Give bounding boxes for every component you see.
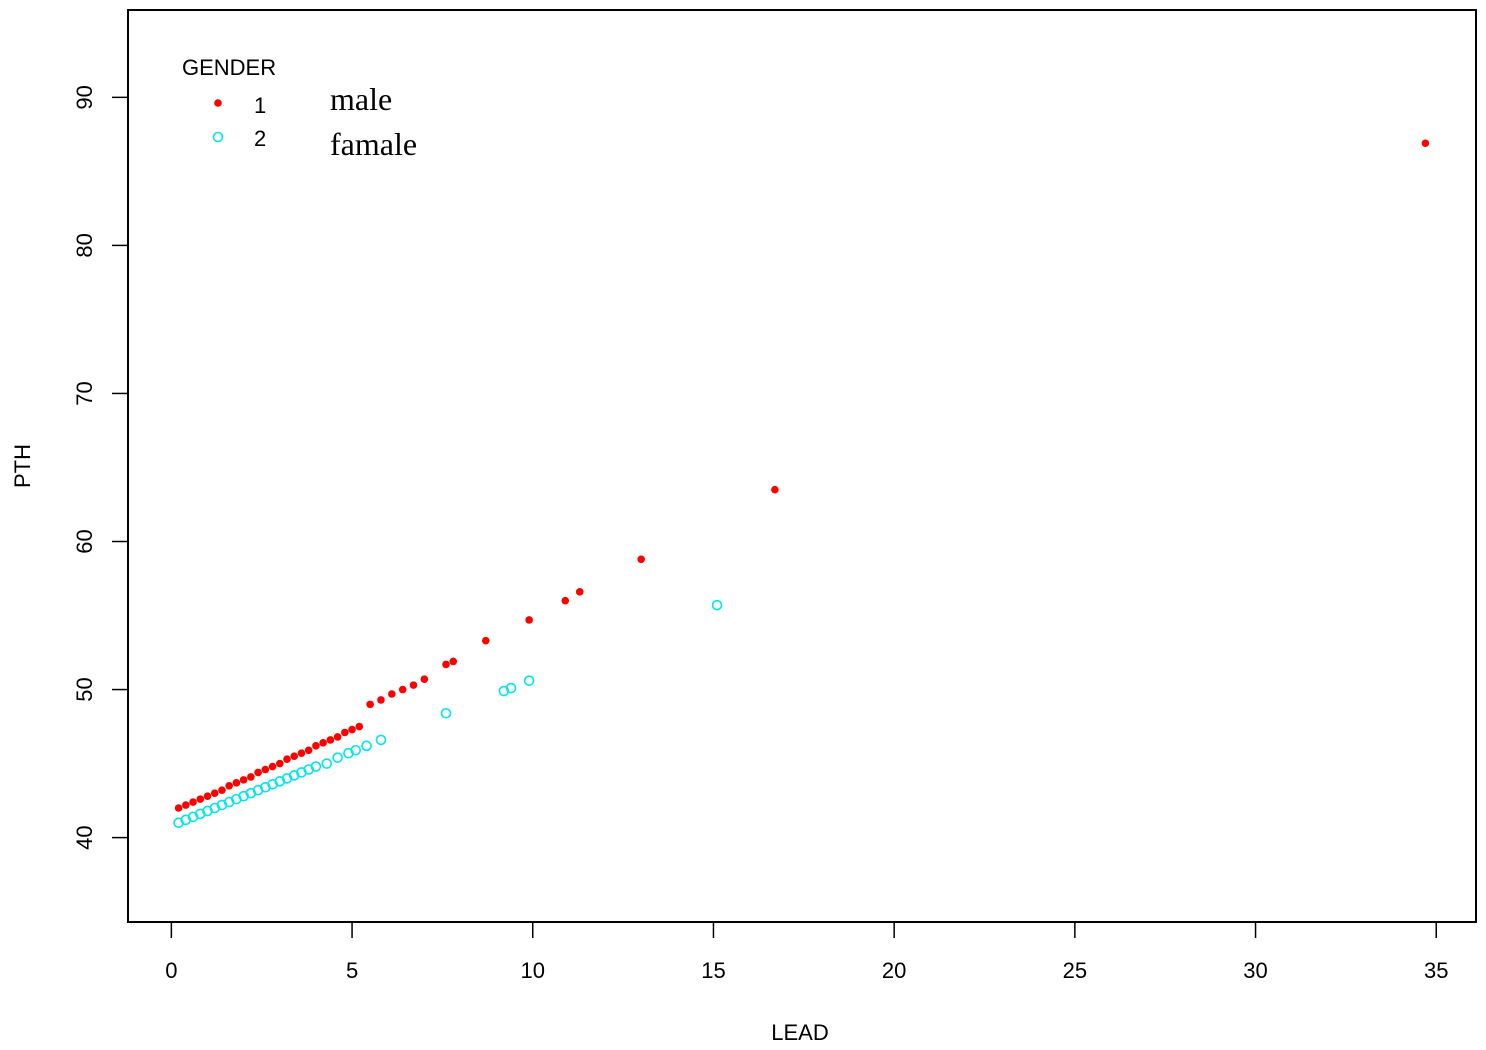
point-series-1 <box>239 776 248 784</box>
point-series-1 <box>297 749 306 758</box>
x-tick-label: 20 <box>882 958 906 983</box>
point-series-1 <box>174 804 183 812</box>
point-series-1 <box>247 773 255 781</box>
x-axis: 0 5 10 15 20 25 30 35 <box>165 921 1448 983</box>
legend-label-female: famale <box>330 126 417 162</box>
point-series-1 <box>196 795 205 803</box>
x-tick-label: 5 <box>346 958 358 983</box>
point-series-1 <box>319 739 327 747</box>
point-series-2 <box>523 675 535 686</box>
point-series-2 <box>375 734 387 746</box>
point-series-1 <box>771 485 779 494</box>
point-series-1 <box>268 762 277 771</box>
data-points <box>173 139 1430 829</box>
point-series-1 <box>189 798 197 806</box>
point-series-1 <box>326 736 335 744</box>
y-axis-title: PTH <box>10 444 35 488</box>
point-series-1 <box>218 786 226 795</box>
point-series-2 <box>440 707 452 719</box>
point-series-1 <box>348 725 356 734</box>
point-series-1 <box>481 636 490 645</box>
x-axis-title: LEAD <box>771 1020 828 1045</box>
y-tick-label: 60 <box>72 529 97 553</box>
point-series-1 <box>398 685 407 694</box>
y-tick-label: 90 <box>72 85 97 109</box>
point-series-1 <box>333 733 342 741</box>
point-series-1 <box>232 779 241 787</box>
point-series-1 <box>341 728 349 737</box>
point-series-1 <box>442 660 450 669</box>
point-series-1 <box>254 768 262 777</box>
point-series-2 <box>310 761 322 772</box>
legend-marker-female <box>212 131 224 143</box>
legend-code-male: 1 <box>254 93 266 118</box>
point-series-2 <box>332 752 343 763</box>
y-tick-label: 50 <box>72 677 97 701</box>
point-series-1 <box>182 801 190 809</box>
point-series-1 <box>203 792 212 800</box>
point-series-1 <box>449 657 458 666</box>
point-series-1 <box>283 755 291 763</box>
x-tick-label: 0 <box>165 958 177 983</box>
point-series-1 <box>304 746 313 755</box>
point-series-1 <box>225 781 233 790</box>
point-series-2 <box>505 682 517 694</box>
point-series-1 <box>420 675 429 683</box>
point-series-1 <box>637 555 645 564</box>
point-series-1 <box>1421 139 1430 148</box>
legend: GENDER 1 male 2 famale <box>182 55 417 162</box>
point-series-2 <box>361 740 372 752</box>
point-series-1 <box>409 681 418 689</box>
point-series-2 <box>711 599 723 611</box>
point-series-1 <box>355 722 364 731</box>
legend-code-female: 2 <box>254 126 266 151</box>
y-axis: 40 50 60 70 80 90 <box>72 85 129 850</box>
point-series-2 <box>321 758 333 769</box>
point-series-1 <box>575 588 584 596</box>
point-series-1 <box>261 765 270 774</box>
x-tick-label: 30 <box>1243 958 1267 983</box>
point-series-1 <box>366 700 374 709</box>
legend-title: GENDER <box>182 55 276 80</box>
point-series-1 <box>525 616 533 624</box>
point-series-1 <box>210 789 219 797</box>
x-tick-label: 10 <box>521 958 545 983</box>
legend-marker-male <box>214 99 222 107</box>
y-tick-label: 70 <box>72 381 97 405</box>
point-series-1 <box>561 596 570 605</box>
point-series-1 <box>275 759 284 768</box>
x-tick-label: 25 <box>1063 958 1087 983</box>
point-series-1 <box>312 742 320 750</box>
point-series-1 <box>377 696 385 704</box>
x-tick-label: 15 <box>701 958 725 983</box>
y-tick-label: 80 <box>72 233 97 257</box>
y-tick-label: 40 <box>72 825 97 849</box>
legend-label-male: male <box>330 81 392 117</box>
x-tick-label: 35 <box>1424 958 1448 983</box>
point-series-1 <box>290 752 299 760</box>
point-series-1 <box>388 690 396 698</box>
point-series-2 <box>350 744 361 756</box>
